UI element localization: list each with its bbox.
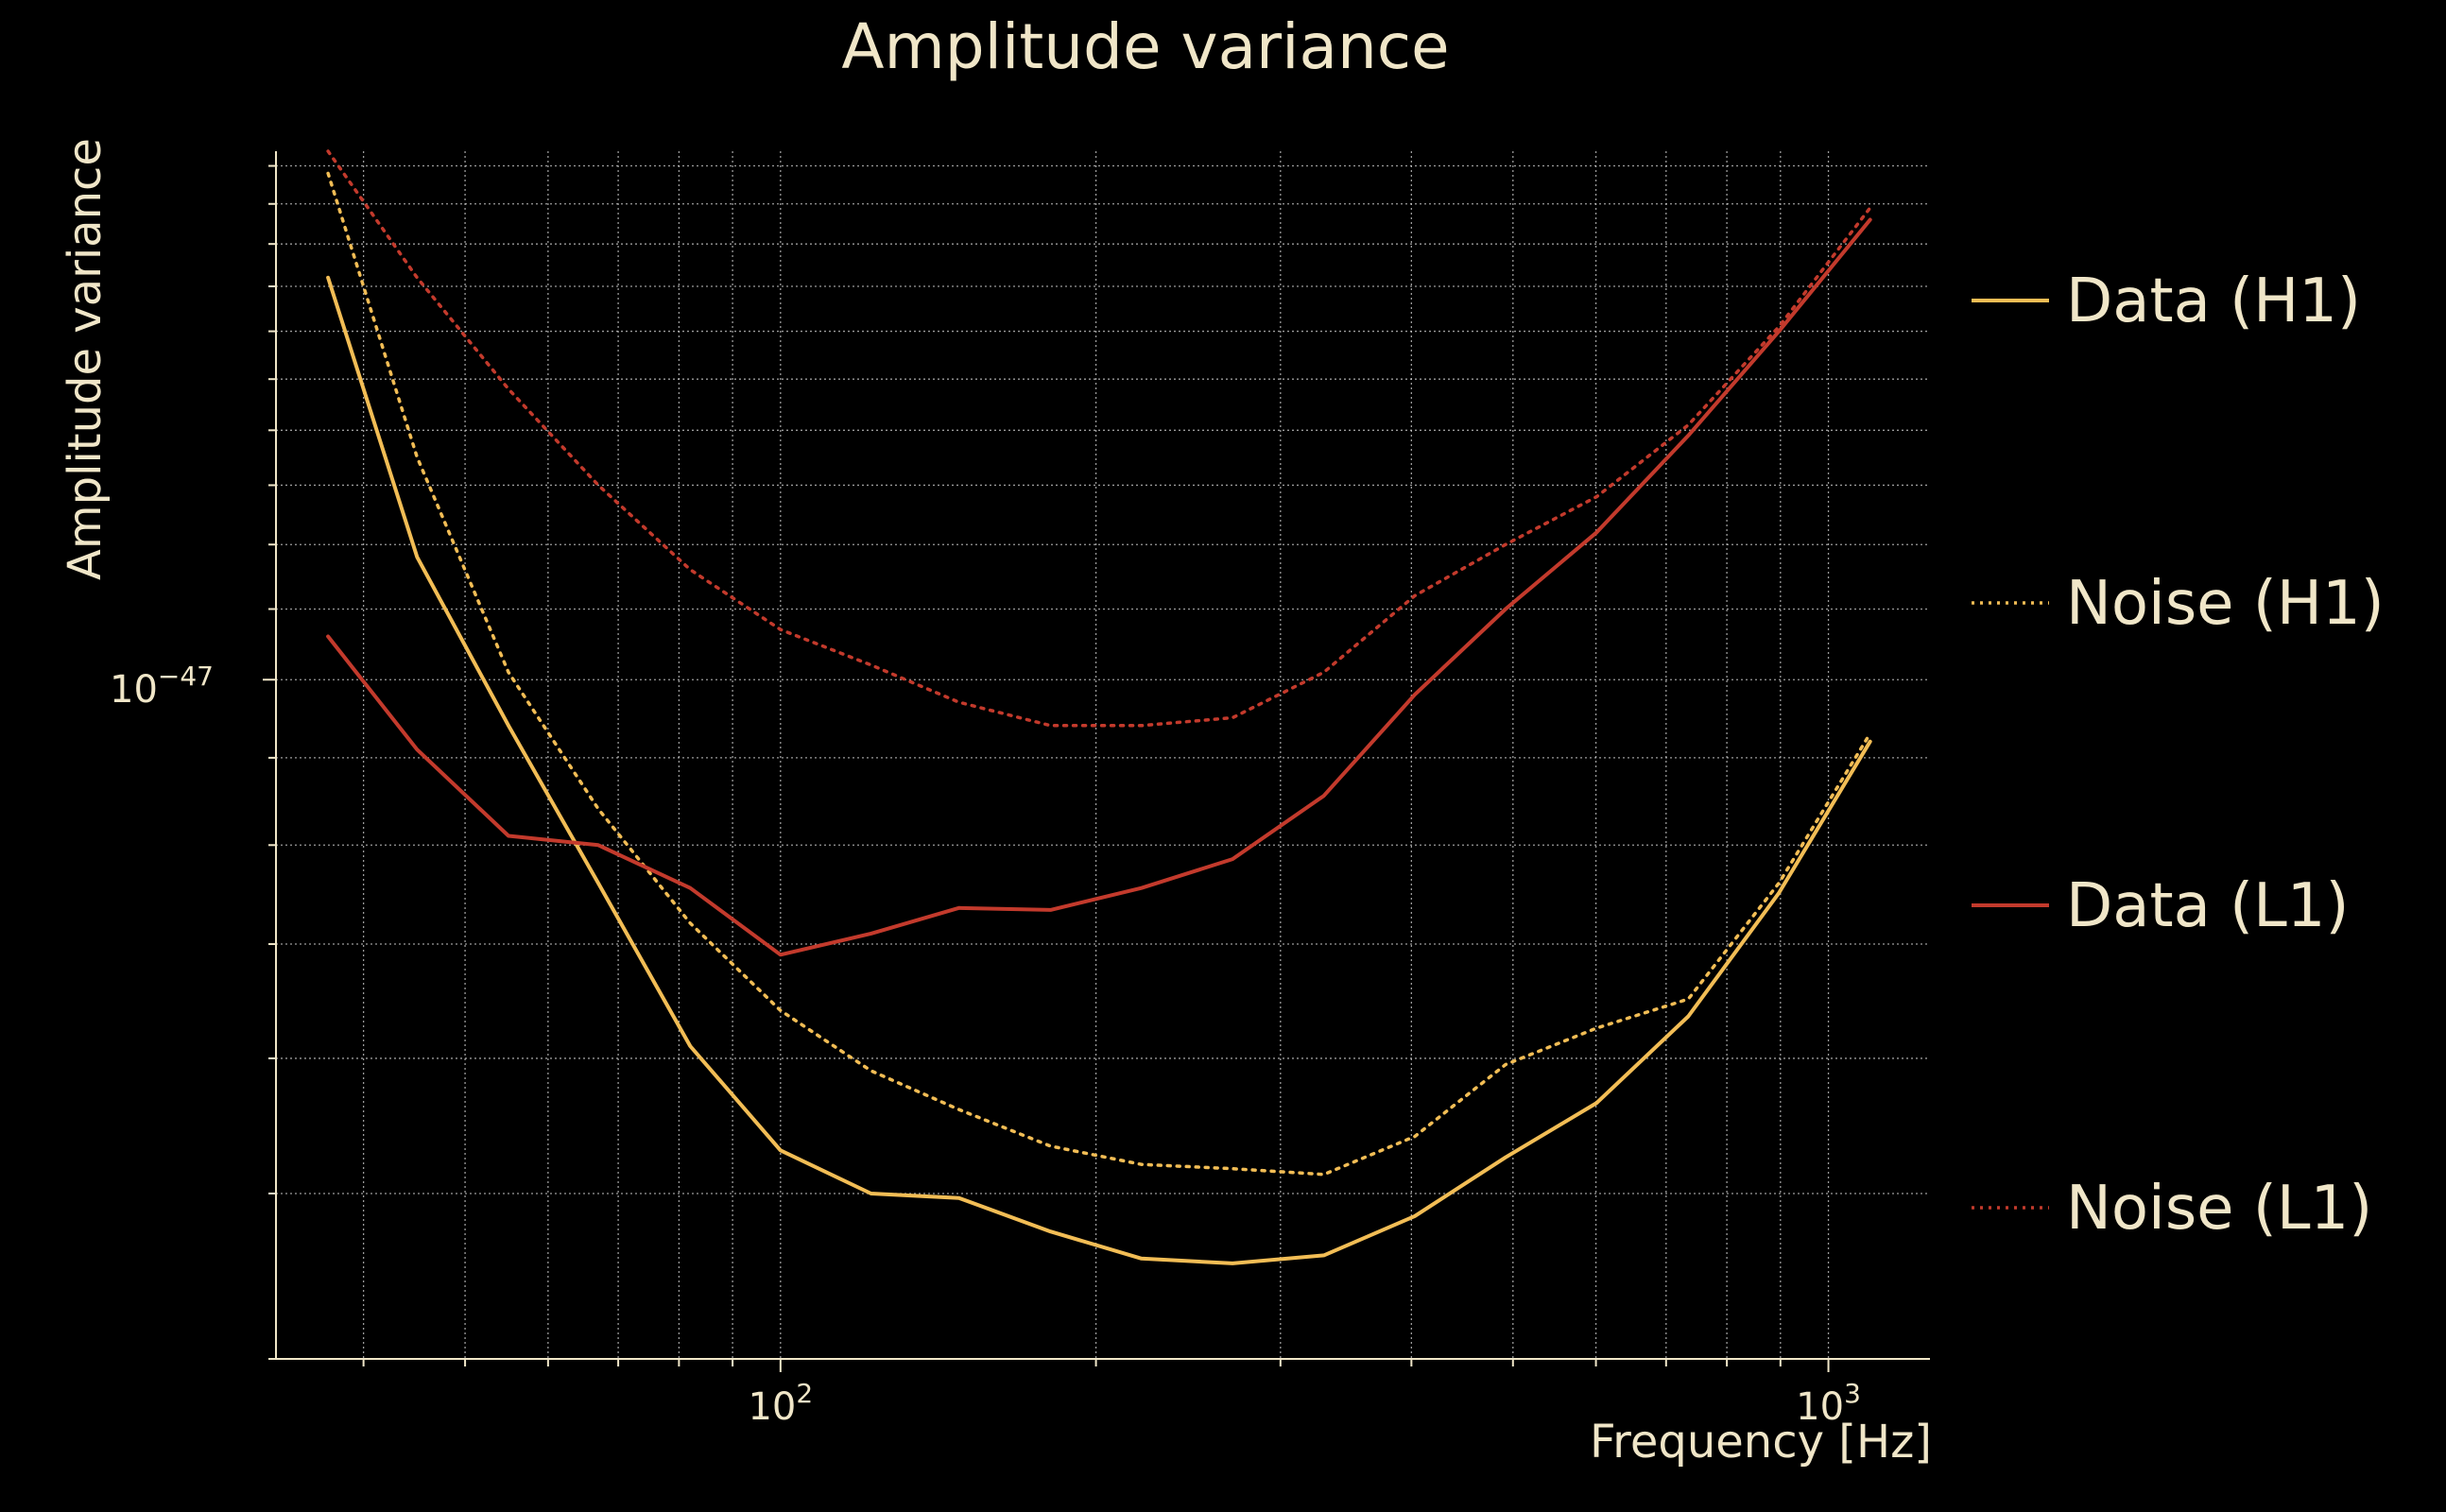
legend-label: Noise (L1): [2066, 1174, 2372, 1244]
series-points-data-h1: [326, 275, 1873, 1265]
legend-label: Data (L1): [2066, 871, 2349, 941]
y-axis-label: Amplitude variance: [59, 138, 112, 580]
series-line-data-h1: [326, 275, 1872, 1265]
series-line-data-l1: [326, 217, 1872, 957]
series-points-noise-h1: [326, 171, 1873, 1177]
grid: [276, 151, 1930, 1360]
legend: Data (H1) Noise (H1) Data (L1) Noise (L1): [1972, 266, 2385, 1244]
legend-label: Noise (H1): [2066, 569, 2385, 639]
y-tick-label: 10−47: [110, 661, 214, 712]
axes: [263, 151, 1930, 1372]
series-points-data-l1: [326, 217, 1873, 957]
legend-item-noise-l1: Noise (L1): [1972, 1174, 2372, 1244]
x-tick-label: 103: [1796, 1378, 1861, 1429]
tick-labels: 102 103 10−47: [110, 661, 1861, 1429]
legend-item-data-h1: Data (H1): [1972, 266, 2361, 336]
series-lines: [326, 149, 1873, 1265]
legend-label: Data (H1): [2066, 266, 2361, 336]
legend-item-noise-h1: Noise (H1): [1972, 569, 2385, 639]
x-tick-label: 102: [748, 1378, 813, 1429]
chart-title: Amplitude variance: [841, 10, 1449, 83]
series-line-noise-h1: [326, 171, 1872, 1177]
x-axis-label: Frequency [Hz]: [1590, 1416, 1932, 1469]
series-line-noise-l1: [326, 149, 1872, 728]
legend-item-data-l1: Data (L1): [1972, 871, 2349, 941]
series-points-noise-l1: [326, 149, 1873, 729]
